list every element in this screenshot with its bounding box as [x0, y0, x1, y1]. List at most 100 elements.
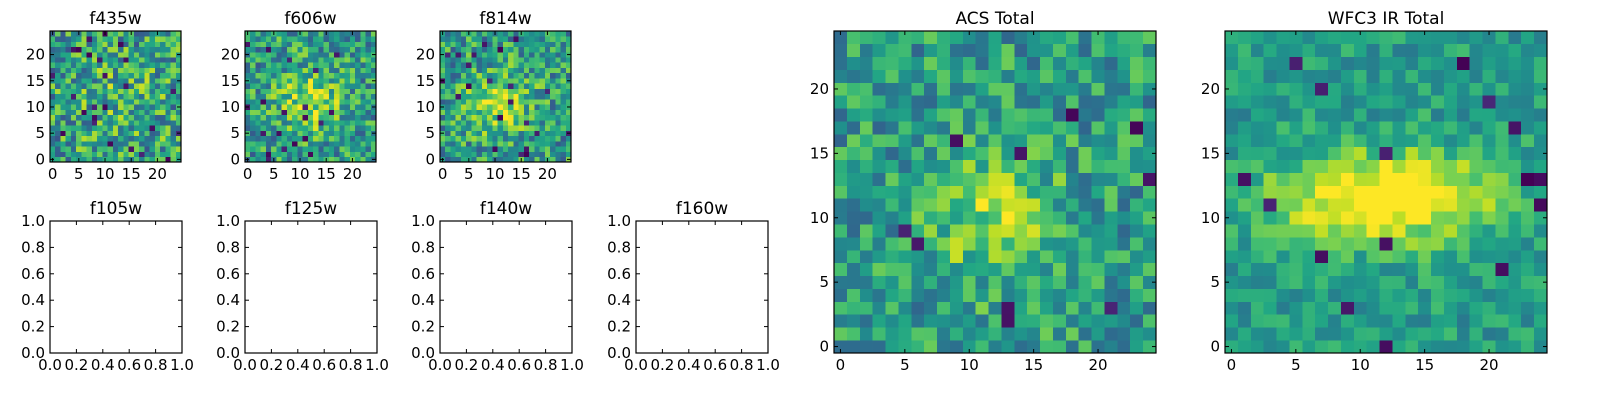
heatmap-cell: [859, 314, 873, 328]
heatmap-cell: [975, 340, 989, 354]
heatmap-cell: [175, 57, 182, 63]
heatmap-cell: [265, 88, 272, 95]
heatmap-cell: [471, 151, 477, 158]
heatmap-cell: [555, 99, 561, 105]
heatmap-cell: [544, 130, 551, 137]
heatmap-cell: [962, 108, 976, 122]
heatmap-cell: [307, 31, 314, 37]
heatmap-cell: [65, 114, 72, 121]
heatmap-cell: [1117, 262, 1131, 277]
heatmap-cell: [466, 67, 472, 74]
heatmap-cell: [118, 62, 124, 68]
heatmap-cell: [355, 99, 361, 105]
heatmap-cell: [118, 78, 124, 84]
heatmap-cell: [565, 83, 572, 89]
heatmap-cell: [513, 156, 519, 163]
heatmap-cell: [975, 159, 989, 173]
heatmap-cell: [165, 99, 171, 105]
heatmap-cell: [81, 146, 87, 152]
heatmap-cell: [1521, 340, 1535, 354]
heatmap-cell: [86, 62, 93, 68]
heatmap-cell: [834, 172, 848, 186]
heatmap-cell: [344, 83, 351, 89]
heatmap-cell: [1052, 224, 1067, 238]
heatmap-cell: [1237, 31, 1252, 45]
heatmap-cell: [70, 130, 77, 137]
heatmap-cell: [154, 125, 161, 131]
heatmap-cell: [170, 146, 177, 152]
heatmap-cell: [949, 275, 964, 289]
heatmap-cell: [1353, 134, 1367, 148]
heatmap-cell: [112, 156, 119, 163]
heatmap-cell: [1443, 134, 1458, 148]
heatmap-cell: [328, 88, 335, 95]
heatmap-cell: [497, 57, 504, 63]
heatmap-cell: [513, 146, 519, 152]
heatmap-cell: [76, 130, 82, 137]
heatmap-cell: [149, 93, 156, 100]
heatmap-cell: [1027, 43, 1041, 58]
heatmap-cell: [1225, 185, 1239, 199]
heatmap-cell: [523, 130, 530, 137]
heatmap-cell: [1237, 159, 1252, 173]
heatmap-cell: [949, 134, 964, 148]
heatmap-cell: [555, 67, 561, 74]
heatmap-cell: [91, 78, 98, 84]
heatmap-cell: [1328, 43, 1342, 58]
heatmap-cell: [466, 51, 472, 58]
heatmap-cell: [937, 198, 951, 212]
heatmap-cell: [1495, 108, 1509, 122]
heatmap-cell: [555, 156, 561, 163]
heatmap-cell: [1014, 224, 1028, 238]
heatmap-cell: [70, 93, 77, 100]
heatmap-cell: [508, 93, 514, 100]
heatmap-cell: [476, 88, 483, 95]
heatmap-cell: [328, 104, 335, 110]
heatmap-cell: [144, 151, 150, 158]
heatmap-cell: [518, 62, 525, 68]
heatmap-cell: [975, 43, 989, 58]
heatmap-cell: [1143, 249, 1157, 264]
heatmap-cell: [170, 46, 177, 53]
heatmap-cell: [502, 104, 509, 110]
heatmap-cell: [286, 78, 293, 84]
heatmap-cell: [76, 88, 82, 95]
heatmap-cell: [565, 41, 572, 48]
y-tick-label: 20: [26, 46, 45, 64]
heatmap-cell: [76, 83, 82, 89]
heatmap-cell: [118, 72, 124, 79]
heatmap-cell: [975, 31, 989, 45]
heatmap-cell: [286, 46, 293, 53]
heatmap-cell: [339, 46, 345, 53]
heatmap-cell: [1443, 327, 1458, 341]
heatmap-cell: [1328, 262, 1342, 277]
heatmap-cell: [1104, 275, 1118, 289]
y-tick-label: 0.0: [411, 344, 435, 362]
heatmap-cell: [1040, 224, 1054, 238]
heatmap-cell: [271, 57, 277, 63]
heatmap-cell: [1353, 108, 1367, 122]
heatmap-cell: [1014, 185, 1028, 199]
heatmap-cell: [276, 51, 282, 58]
heatmap-cell: [97, 141, 103, 147]
heatmap-cell: [118, 141, 124, 147]
heatmap-cell: [107, 57, 114, 63]
axes-frame: [49, 220, 183, 354]
heatmap-cell: [60, 41, 67, 48]
heatmap-cell: [160, 88, 166, 95]
heatmap-cell: [91, 57, 98, 63]
heatmap-cell: [1052, 237, 1067, 251]
heatmap-cell: [1418, 185, 1432, 199]
heatmap-cell: [107, 31, 114, 37]
heatmap-cell: [539, 130, 546, 137]
heatmap-cell: [1237, 56, 1252, 70]
heatmap-cell: [1482, 327, 1496, 341]
heatmap-cell: [360, 62, 366, 68]
heatmap-cell: [307, 93, 314, 100]
heatmap-cell: [513, 141, 519, 147]
heatmap-cell: [513, 114, 519, 121]
heatmap-cell: [370, 67, 377, 74]
heatmap-cell: [302, 41, 309, 48]
heatmap-cell: [1405, 108, 1419, 122]
heatmap-cell: [481, 57, 488, 63]
